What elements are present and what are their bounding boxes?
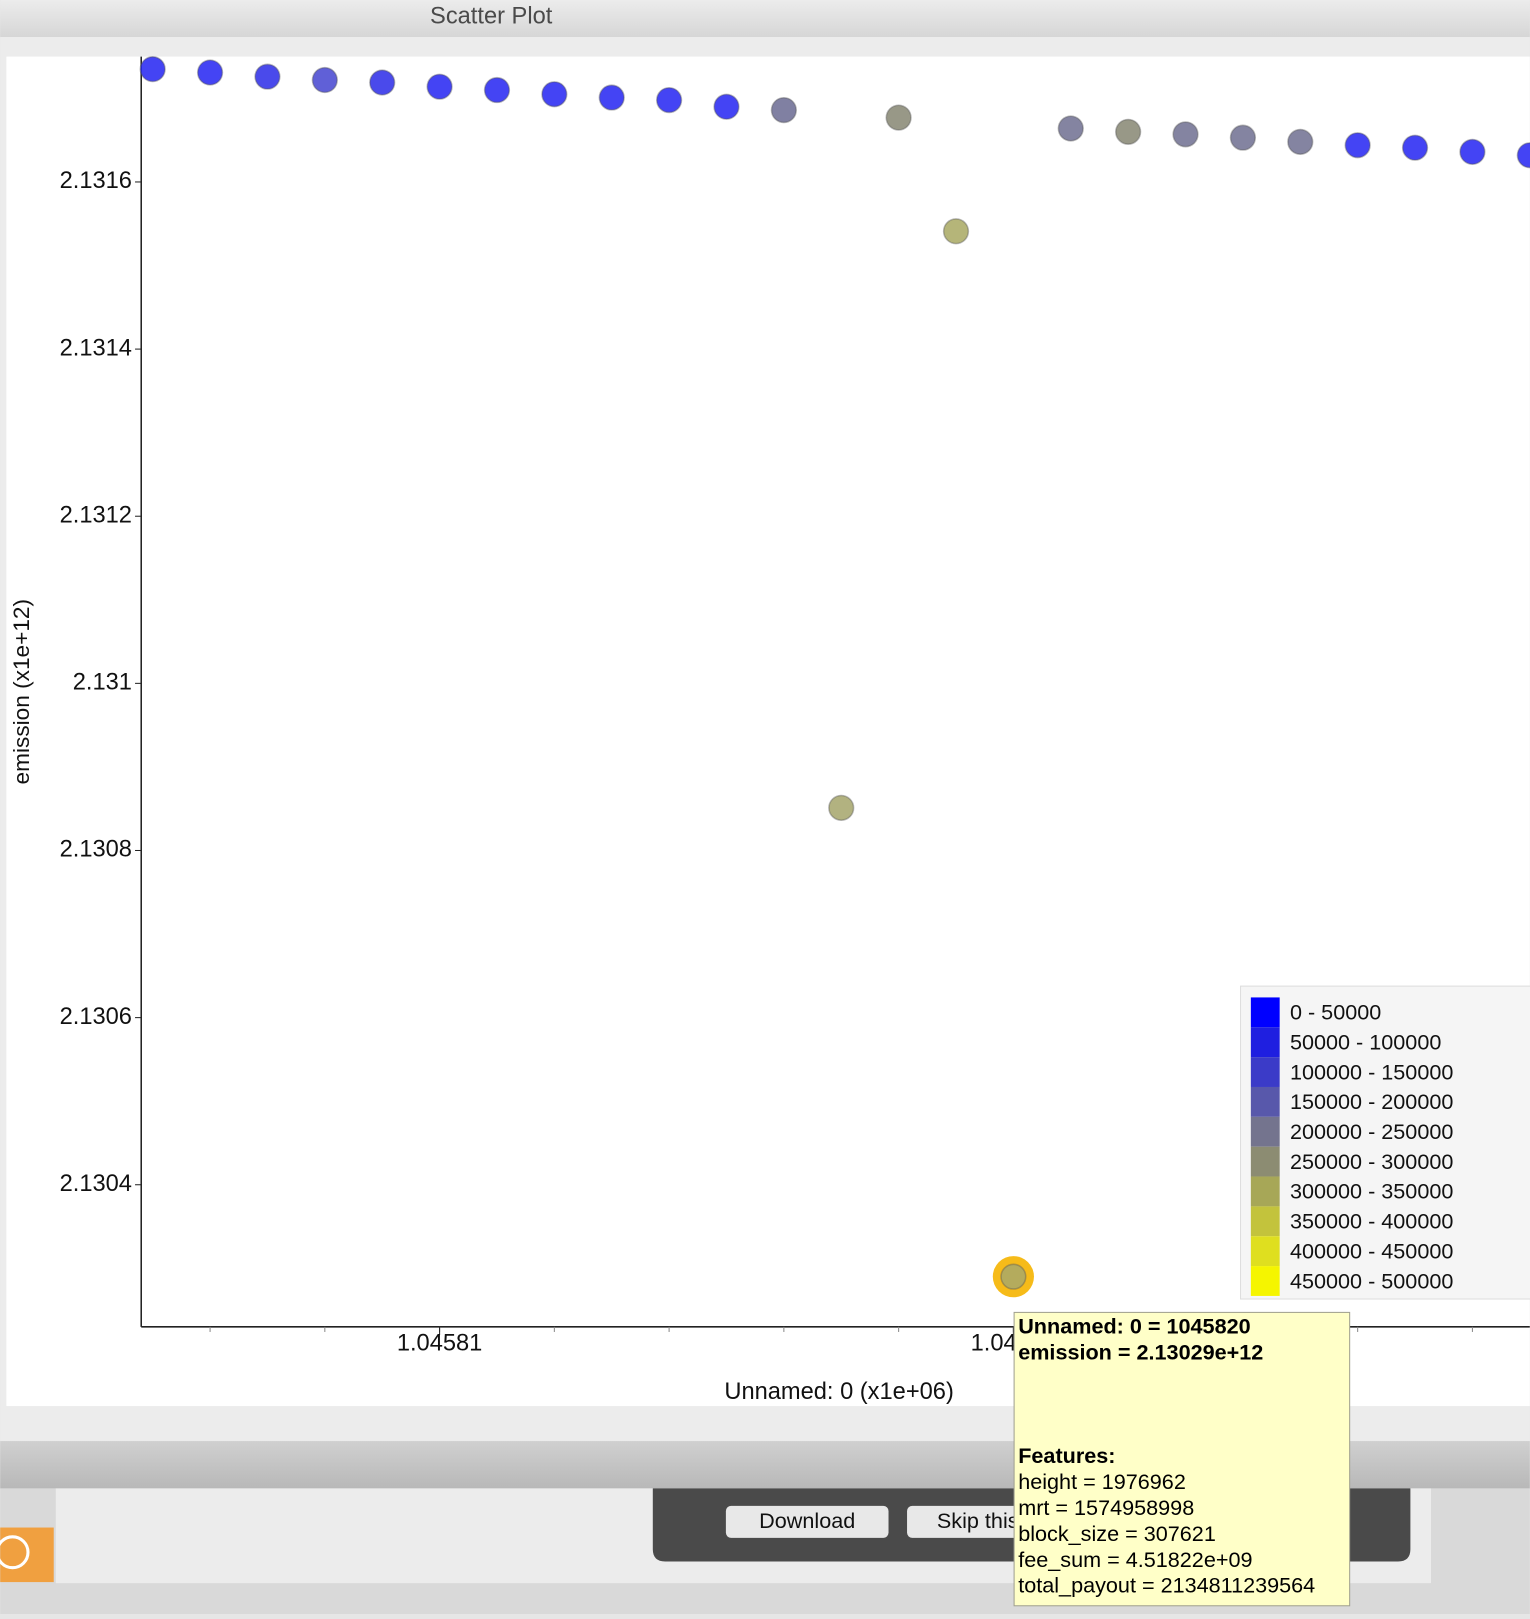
plot: 2.1304 2.1306 2.1308 2.131 2.1312 2.1314 2.131… <box>9 56 1530 1405</box>
legend-swatch <box>1250 1057 1280 1087</box>
point <box>1000 1263 1027 1290</box>
point <box>1115 118 1142 145</box>
legend-label: 450000 - 500000 <box>1290 1268 1453 1293</box>
tooltip-feature: total_payout = 2134811239564 <box>1018 1573 1315 1598</box>
tooltip-heading: Features: <box>1018 1443 1115 1468</box>
point <box>483 76 511 104</box>
legend-swatch <box>1250 1116 1280 1147</box>
point <box>139 56 166 83</box>
button-label: Skip this <box>937 1508 1019 1533</box>
legend-label: 100000 - 150000 <box>1290 1059 1453 1084</box>
point <box>942 218 970 245</box>
point <box>426 73 453 100</box>
legend-swatch <box>1250 1236 1280 1267</box>
point <box>885 104 912 131</box>
legend-label: 50000 - 100000 <box>1290 1029 1441 1054</box>
point <box>369 69 396 96</box>
tooltip-feature: mrt = 1574958998 <box>1018 1495 1194 1520</box>
help-icon <box>0 1535 30 1570</box>
legend-label: 150000 - 200000 <box>1290 1089 1453 1114</box>
download-button[interactable] <box>725 1505 889 1538</box>
point <box>1401 134 1429 161</box>
y-tick-label: 2.1308 <box>60 837 132 863</box>
title-bar <box>0 0 1530 38</box>
legend-swatch <box>1250 1176 1280 1207</box>
legend-label: 250000 - 300000 <box>1290 1149 1453 1174</box>
legend-swatch <box>1250 1146 1280 1177</box>
y-tick-label: 2.1312 <box>60 502 132 528</box>
point <box>713 93 740 120</box>
y-tick-label: 2.1316 <box>60 168 132 194</box>
legend-label: 400000 - 450000 <box>1290 1238 1453 1263</box>
y-axis-title: emission (x1e+12) <box>9 599 34 785</box>
legend-box <box>1240 985 1530 1300</box>
point <box>1229 124 1257 151</box>
point <box>196 59 224 86</box>
y-tick-label: 2.1314 <box>60 335 132 361</box>
legend-label: 350000 - 400000 <box>1290 1209 1453 1234</box>
tooltip-line: emission = 2.13029e+12 <box>1018 1339 1263 1364</box>
point <box>1057 115 1084 142</box>
tooltip-line: Unnamed: 0 = 1045820 <box>1018 1314 1250 1339</box>
legend-label: 200000 - 250000 <box>1290 1119 1453 1144</box>
legend-label: 300000 - 350000 <box>1290 1179 1453 1204</box>
window-title: Scatter Plot <box>430 4 553 30</box>
point <box>1172 121 1199 148</box>
legend-swatch <box>1250 1086 1280 1117</box>
legend-swatch <box>1250 997 1280 1028</box>
point <box>311 66 338 94</box>
point <box>770 96 797 124</box>
point <box>828 794 855 821</box>
tooltip-feature: height = 1976962 <box>1018 1469 1186 1494</box>
point <box>655 86 683 114</box>
x-axis-title: Unnamed: 0 (x1e+06) <box>724 1379 953 1405</box>
point <box>598 84 625 111</box>
point <box>1459 138 1486 166</box>
tooltip-box <box>1013 1311 1351 1607</box>
y-tick-label: 2.1306 <box>60 1004 132 1030</box>
tooltip-feature: block_size = 307621 <box>1018 1521 1216 1546</box>
y-tick-label: 2.131 <box>73 670 132 696</box>
point <box>1344 132 1371 159</box>
button-label: Download <box>759 1508 855 1533</box>
tooltip-feature: fee_sum = 4.51822e+09 <box>1018 1547 1252 1572</box>
legend-label: 0 - 50000 <box>1290 1000 1381 1025</box>
legend-swatch <box>1250 1027 1280 1058</box>
x-tick-label: 1.04581 <box>397 1331 483 1357</box>
point <box>541 81 568 108</box>
point <box>254 63 281 90</box>
legend-swatch <box>1250 1266 1280 1296</box>
y-tick-label: 2.1304 <box>60 1171 132 1197</box>
legend-swatch <box>1250 1206 1280 1237</box>
point <box>1287 128 1314 155</box>
